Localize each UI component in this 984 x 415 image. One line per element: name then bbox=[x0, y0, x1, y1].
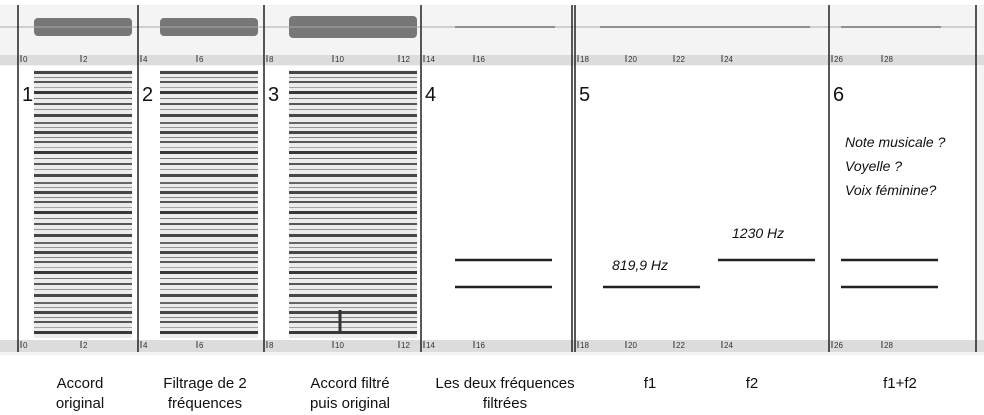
ruler-label: 24 bbox=[724, 341, 733, 350]
ruler-label: 6 bbox=[199, 55, 204, 64]
caption: Les deux fréquences bbox=[435, 375, 574, 392]
ruler-label: 22 bbox=[676, 341, 685, 350]
ruler-label: 20 bbox=[628, 55, 637, 64]
ruler-label: 22 bbox=[676, 55, 685, 64]
separators bbox=[17, 5, 977, 352]
ruler-label: 26 bbox=[834, 55, 843, 64]
ruler-label: 10 bbox=[335, 341, 344, 350]
ruler-label: 10 bbox=[335, 55, 344, 64]
ruler-label: 4 bbox=[143, 341, 148, 350]
question: Voyelle ? bbox=[845, 158, 902, 174]
caption: Accord filtré bbox=[310, 375, 389, 392]
caption: Accord bbox=[57, 375, 104, 392]
f2-label: 1230 Hz bbox=[732, 225, 784, 241]
panel-number: 4 bbox=[425, 84, 436, 106]
ruler-label: 0 bbox=[23, 341, 28, 350]
ruler-label: 8 bbox=[269, 341, 274, 350]
ruler-label: 14 bbox=[426, 55, 435, 64]
ruler-label: 16 bbox=[476, 55, 485, 64]
question: Note musicale ? bbox=[845, 134, 946, 150]
caption: filtrées bbox=[483, 395, 527, 412]
ruler-label: 12 bbox=[401, 55, 410, 64]
panel-number: 1 bbox=[22, 84, 33, 106]
ruler-label: 8 bbox=[269, 55, 274, 64]
ruler-bottom bbox=[0, 340, 984, 352]
caption: f2 bbox=[746, 375, 759, 392]
ruler-label: 18 bbox=[580, 55, 589, 64]
ruler-label: 20 bbox=[628, 341, 637, 350]
ruler-label: 26 bbox=[834, 341, 843, 350]
panel-number: 2 bbox=[142, 84, 153, 106]
f1-label: 819,9 Hz bbox=[612, 257, 668, 273]
ruler-label: 18 bbox=[580, 341, 589, 350]
caption: f1+f2 bbox=[883, 375, 917, 392]
ruler-label: 28 bbox=[884, 341, 893, 350]
ruler-label: 24 bbox=[724, 55, 733, 64]
panel-number: 6 bbox=[833, 84, 844, 106]
panel-number: 3 bbox=[268, 84, 279, 106]
ruler-label: 0 bbox=[23, 55, 28, 64]
ruler-label: 2 bbox=[83, 341, 88, 350]
spectrograms bbox=[34, 70, 417, 338]
panel-number: 5 bbox=[579, 84, 590, 106]
ruler-label: 16 bbox=[476, 341, 485, 350]
ruler-top bbox=[0, 55, 984, 65]
ruler-label: 4 bbox=[143, 55, 148, 64]
ruler-label: 6 bbox=[199, 341, 204, 350]
ruler-label: 2 bbox=[83, 55, 88, 64]
ruler-label: 28 bbox=[884, 55, 893, 64]
caption: original bbox=[56, 395, 104, 412]
frequency-lines bbox=[455, 258, 938, 289]
ruler-label: 14 bbox=[426, 341, 435, 350]
caption: puis original bbox=[310, 395, 390, 412]
caption: fréquences bbox=[168, 395, 242, 412]
question: Voix féminine? bbox=[845, 182, 937, 198]
ruler-label: 12 bbox=[401, 341, 410, 350]
caption: Filtrage de 2 bbox=[163, 375, 246, 392]
caption: f1 bbox=[644, 375, 657, 392]
